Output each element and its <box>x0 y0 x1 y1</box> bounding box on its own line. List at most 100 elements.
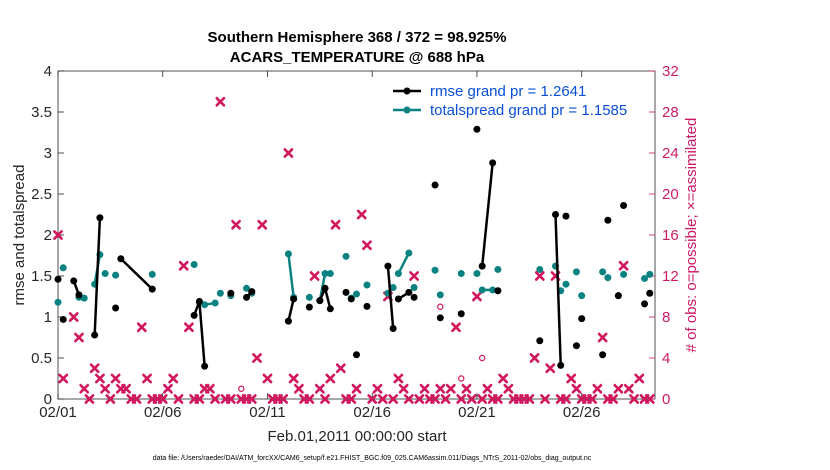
obs-assimilated-point <box>74 332 84 343</box>
spread-point <box>410 283 418 291</box>
obs-assimilated-point <box>403 394 414 404</box>
y2-tick-label: 20 <box>662 186 679 203</box>
obs-assimilated-point <box>309 271 320 281</box>
y-tick-label: 3.5 <box>31 104 52 121</box>
spread-point <box>536 265 544 273</box>
y2-tick-label: 4 <box>662 350 670 367</box>
spread-point <box>216 289 224 297</box>
rmse-point <box>201 362 209 370</box>
rmse-line <box>119 257 154 291</box>
rmse-point <box>572 342 580 350</box>
rmse-point <box>70 277 78 285</box>
obs-assimilated-point <box>210 394 221 404</box>
spread-point <box>148 270 156 278</box>
obs-assimilated-point <box>362 240 372 251</box>
rmse-point <box>562 212 570 220</box>
y-tick-label: 0.5 <box>31 350 52 367</box>
spread-point <box>284 250 292 258</box>
rmse-point <box>394 295 402 303</box>
rmse-point <box>557 361 565 369</box>
legend-rmse-marker <box>403 87 411 95</box>
obs-assimilated-point <box>440 394 451 404</box>
spread-point <box>646 270 654 278</box>
obs-assimilated-point <box>79 383 90 394</box>
obs-possible-point <box>437 303 444 310</box>
legend: rmse grand pr = 1.2641 totalspread grand… <box>393 83 627 119</box>
y-tick-label: 2 <box>44 227 52 244</box>
rmse-point <box>117 255 125 263</box>
rmse-point <box>384 262 392 270</box>
obs-assimilated-point <box>314 383 325 394</box>
obs-assimilated-point <box>257 219 268 230</box>
obs-assimilated-point <box>540 394 550 404</box>
rmse-point <box>347 295 355 303</box>
obs-assimilated-point <box>644 394 655 404</box>
obs-assimilated-point <box>335 363 346 374</box>
obs-assimilated-point <box>131 394 142 404</box>
obs-assimilated-point <box>377 394 388 404</box>
rmse-point <box>620 201 628 209</box>
obs-assimilated-point <box>477 394 488 404</box>
rmse-series <box>54 125 654 370</box>
spread-point <box>112 271 120 279</box>
spread-point <box>363 281 371 289</box>
obs-assimilated-point <box>293 383 304 394</box>
rmse-point <box>227 289 235 297</box>
legend-spread-label: totalspread grand pr = 1.1585 <box>430 102 627 119</box>
y-tick-label: 1 <box>44 309 52 326</box>
rmse-point <box>431 181 439 189</box>
obs-assimilated-point <box>204 383 215 394</box>
obs-assimilated-point <box>262 373 273 384</box>
rmse-point <box>646 289 654 297</box>
spread-point <box>489 286 497 294</box>
obs-assimilated-point <box>215 96 226 107</box>
rmse-point <box>59 315 67 323</box>
spread-point <box>436 291 444 299</box>
obs-assimilated-point <box>346 394 357 404</box>
rmse-point <box>305 303 313 311</box>
obs-assimilated-point <box>503 383 514 394</box>
rmse-point <box>410 293 418 301</box>
y-tick-label: 4 <box>44 63 52 80</box>
y-axis-ticks: 0 0.5 1 1.5 2 2.5 3 3.5 4 <box>31 63 64 408</box>
obs-count-series <box>53 96 655 404</box>
rmse-point <box>604 216 612 224</box>
obs-assimilated-point <box>372 383 383 394</box>
spread-point <box>494 265 502 273</box>
obs-assimilated-point <box>435 383 446 394</box>
rmse-point <box>75 291 83 299</box>
obs-assimilated-point <box>472 291 482 302</box>
x-axis-ticks: 02/01 02/06 02/11 02/16 02/21 02/26 <box>39 71 600 421</box>
obs-assimilated-point <box>613 383 624 394</box>
obs-assimilated-point <box>482 383 493 394</box>
rmse-line <box>386 266 395 329</box>
spread-point <box>641 274 649 282</box>
obs-assimilated-point <box>184 322 194 333</box>
legend-spread-marker <box>403 106 411 114</box>
rmse-line <box>192 300 206 367</box>
obs-assimilated-point <box>100 383 111 394</box>
plot-area <box>57 70 656 400</box>
obs-assimilated-point <box>246 394 257 404</box>
obs-assimilated-point <box>398 383 409 394</box>
obs-assimilated-point <box>168 373 179 384</box>
obs-assimilated-point <box>409 271 420 281</box>
obs-assimilated-point <box>466 394 477 404</box>
obs-assimilated-point <box>110 373 121 384</box>
y2-tick-label: 16 <box>662 227 679 244</box>
spread-point <box>478 286 486 294</box>
spread-line <box>397 252 410 275</box>
rmse-point <box>614 292 622 300</box>
rmse-point <box>353 351 360 359</box>
spread-point <box>599 268 607 276</box>
rmse-point <box>536 337 544 345</box>
obs-assimilated-point <box>89 363 100 374</box>
y-tick-label: 0 <box>44 391 52 408</box>
rmse-point <box>552 211 559 218</box>
obs-assimilated-point <box>634 373 645 384</box>
rmse-point <box>473 125 481 133</box>
obs-assimilated-point <box>94 373 105 384</box>
spread-point <box>457 270 465 278</box>
spread-point <box>353 290 360 298</box>
